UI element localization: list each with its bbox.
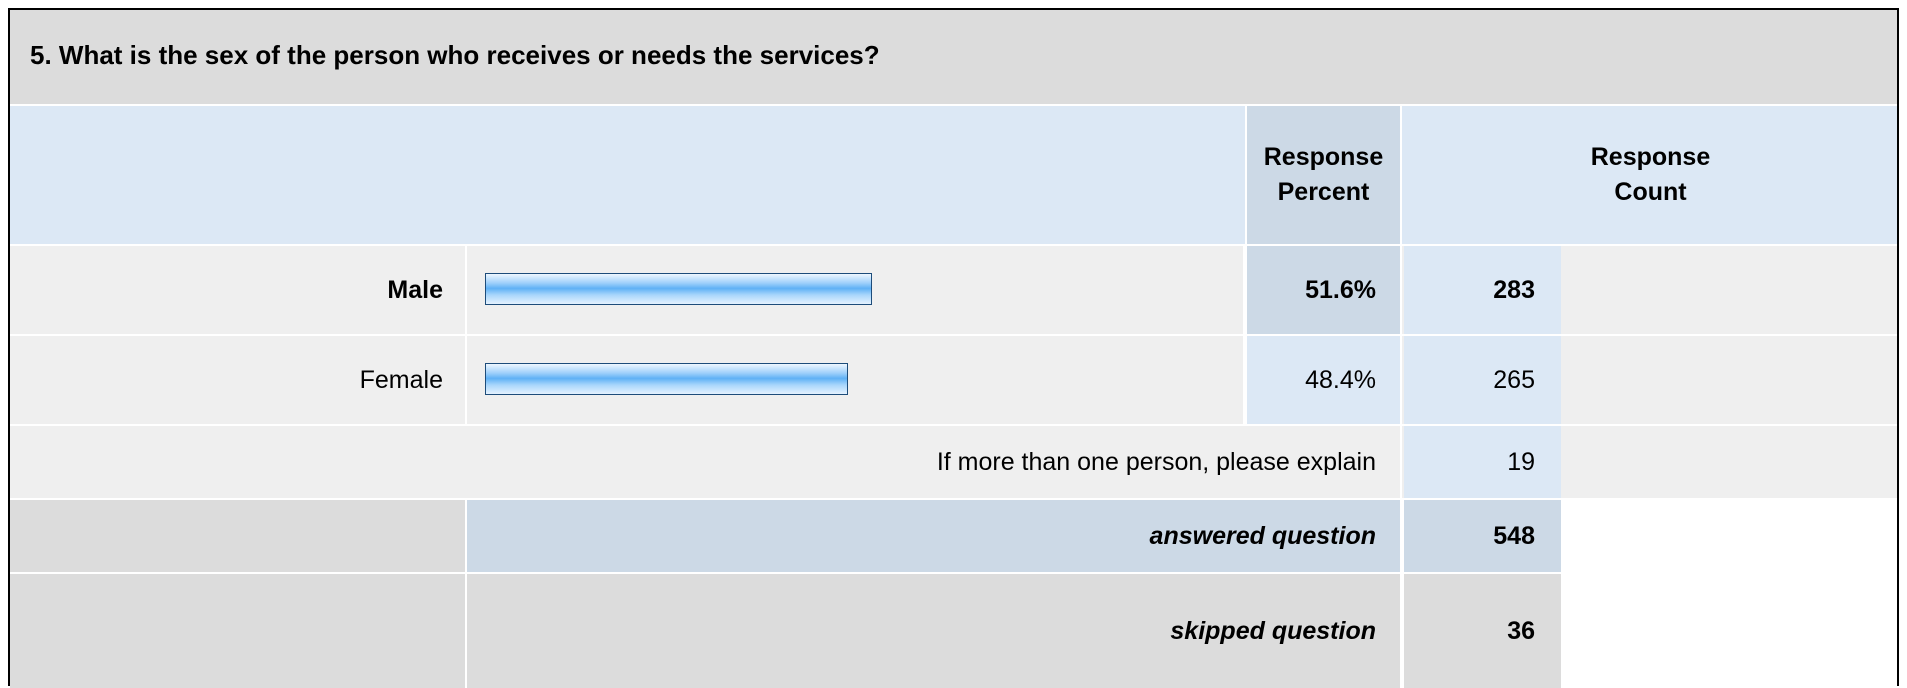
response-count: 265 — [1404, 336, 1561, 424]
header-percent-line1: Response — [1263, 143, 1384, 171]
bar-track — [467, 336, 1245, 424]
answered-label: answered question — [467, 500, 1402, 572]
category-label: Male — [10, 246, 467, 334]
other-label: If more than one person, please explain — [10, 426, 1402, 498]
bar-male — [485, 273, 872, 305]
table-row: Female 48.4% 265 — [10, 336, 1897, 426]
header-spacer — [10, 106, 1245, 244]
survey-question-table: 5. What is the sex of the person who rec… — [8, 8, 1899, 688]
header-row: Response Percent Response Count — [10, 106, 1897, 246]
response-count: 283 — [1404, 246, 1561, 334]
other-row: If more than one person, please explain … — [10, 426, 1897, 500]
skipped-label: skipped question — [467, 574, 1402, 688]
response-percent: 51.6% — [1245, 246, 1402, 334]
answered-row: answered question 548 — [10, 500, 1897, 574]
bar-track — [467, 246, 1245, 334]
bar-female — [485, 363, 848, 395]
answered-count: 548 — [1404, 500, 1561, 572]
response-percent: 48.4% — [1245, 336, 1402, 424]
other-count: 19 — [1404, 426, 1561, 498]
skipped-row: skipped question 36 — [10, 574, 1897, 688]
header-response-count: Response Count — [1404, 106, 1897, 244]
question-title-row: 5. What is the sex of the person who rec… — [10, 10, 1897, 106]
summary-spacer — [10, 500, 467, 572]
question-title: 5. What is the sex of the person who rec… — [30, 40, 880, 70]
header-count-line1: Response — [1590, 143, 1711, 171]
skipped-count: 36 — [1404, 574, 1561, 688]
header-response-percent: Response Percent — [1245, 106, 1402, 244]
table-row: Male 51.6% 283 — [10, 246, 1897, 336]
summary-spacer — [10, 574, 467, 688]
header-count-line2: Count — [1614, 178, 1687, 206]
category-label: Female — [10, 336, 467, 424]
header-percent-line2: Percent — [1277, 178, 1370, 206]
